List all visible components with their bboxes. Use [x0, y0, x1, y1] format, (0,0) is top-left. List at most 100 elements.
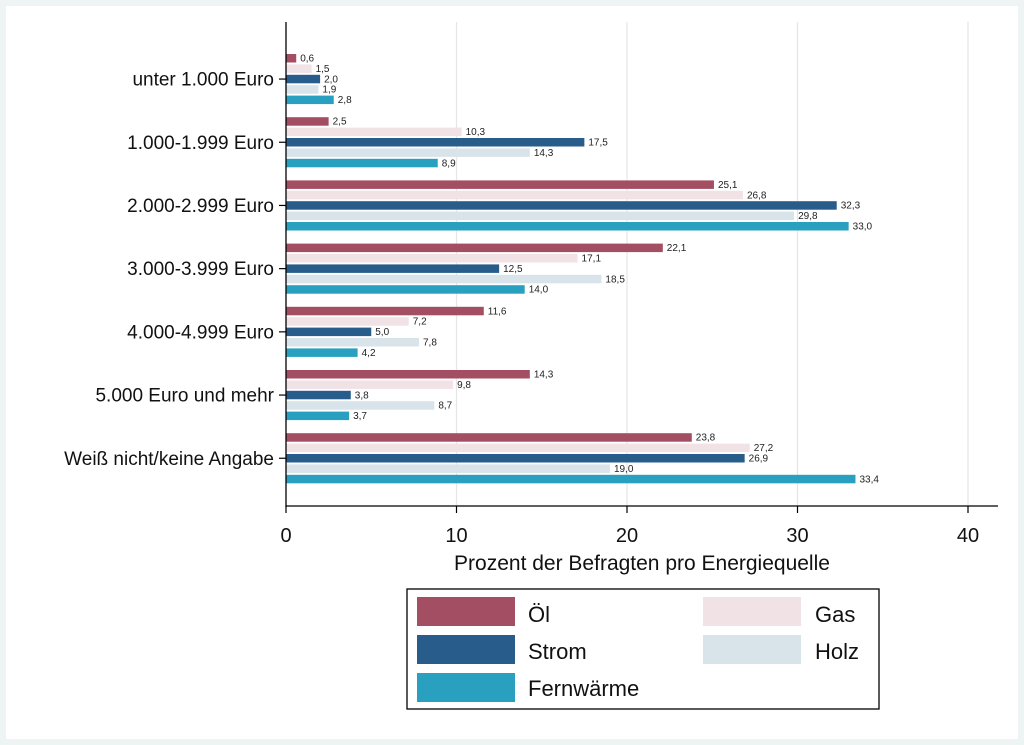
bar [286, 117, 329, 126]
data-label: 11,6 [488, 306, 507, 317]
legend-swatch [703, 635, 801, 664]
bar [286, 285, 525, 294]
legend-label: Holz [815, 639, 859, 664]
legend-label: Fernwärme [528, 676, 639, 701]
data-label: 9,8 [457, 380, 471, 391]
data-label: 14,3 [534, 148, 554, 159]
bar [286, 306, 484, 316]
bar [286, 222, 849, 231]
bar [286, 64, 312, 73]
category-label: unter 1.000 Euro [132, 70, 274, 91]
bar [286, 158, 438, 168]
legend: Öl Gas Strom Holz Fernwärme [406, 588, 880, 710]
bar [286, 317, 409, 326]
data-label: 1,5 [316, 64, 330, 75]
bar [286, 401, 435, 410]
bar [286, 211, 795, 221]
data-label: 33,4 [859, 474, 879, 485]
bar [286, 54, 297, 63]
data-label: 5,0 [375, 327, 389, 338]
bar [286, 348, 358, 357]
x-tick-label: 10 [445, 525, 467, 547]
data-label: 32,3 [841, 201, 861, 212]
bar [286, 454, 745, 463]
data-label: 2,0 [324, 74, 338, 85]
category-label: 5.000 Euro und mehr [95, 386, 274, 407]
value-labels: 0,61,52,01,92,8 2,5 10,3 17,5 14,3 8,9 25,1 26,… [300, 54, 879, 486]
data-label: 22,1 [667, 243, 687, 254]
gridlines [455, 22, 969, 506]
data-label: 18,5 [605, 274, 625, 285]
category-label: Weiß nicht/keine Angabe [64, 449, 274, 470]
bar [286, 127, 462, 137]
data-label: 29,8 [798, 211, 818, 222]
bar [286, 390, 351, 400]
data-label: 3,7 [353, 411, 367, 422]
x-tick-label: 30 [786, 525, 808, 547]
bar [286, 190, 743, 200]
data-label: 17,1 [582, 254, 602, 265]
bar [286, 180, 714, 189]
bars [286, 54, 856, 484]
bar [286, 433, 692, 442]
bar [286, 464, 610, 473]
bar [286, 474, 856, 484]
category-label: 4.000-4.999 Euro [127, 322, 274, 343]
bar [286, 254, 578, 263]
legend-swatch [417, 635, 515, 664]
data-label: 17,5 [588, 138, 608, 149]
data-label: 14,3 [534, 370, 554, 381]
legend-swatch [417, 597, 515, 626]
data-label: 0,6 [300, 54, 314, 65]
data-label: 7,2 [413, 317, 427, 328]
bar [286, 95, 334, 105]
data-label: 7,8 [423, 338, 437, 349]
data-label: 26,9 [749, 454, 769, 465]
data-label: 2,8 [338, 95, 352, 106]
data-label: 25,1 [718, 180, 738, 191]
bar [286, 74, 321, 84]
category-label: 3.000-3.999 Euro [127, 259, 274, 280]
bar [286, 411, 350, 421]
data-label: 33,0 [853, 222, 873, 233]
category-label: 2.000-2.999 Euro [127, 196, 274, 217]
bar [286, 264, 500, 273]
data-label: 26,8 [747, 190, 767, 201]
legend-label: Gas [815, 602, 855, 627]
x-ticks: 0 10 20 30 40 [280, 506, 979, 547]
bar [286, 370, 530, 379]
bar [286, 85, 319, 94]
data-label: 4,2 [362, 348, 376, 359]
data-label: 14,0 [529, 285, 549, 296]
data-label: 8,7 [438, 401, 452, 412]
legend-label: Öl [528, 602, 550, 627]
legend-label: Strom [528, 639, 587, 664]
legend-swatch [417, 673, 515, 702]
bar [286, 148, 530, 157]
data-label: 1,9 [322, 85, 336, 96]
bar [286, 243, 663, 253]
x-tick-label: 20 [616, 525, 638, 547]
category-label: 1.000-1.999 Euro [127, 133, 274, 154]
data-label: 12,5 [503, 264, 523, 275]
bar [286, 338, 419, 347]
bar [286, 443, 750, 453]
data-label: 8,9 [442, 158, 456, 169]
data-label: 10,3 [466, 127, 486, 138]
data-label: 23,8 [696, 433, 716, 444]
data-label: 19,0 [614, 464, 634, 475]
bar [286, 274, 602, 284]
data-label: 2,5 [333, 117, 347, 128]
category-labels: unter 1.000 Euro 1.000-1.999 Euro 2.000-2.… [64, 70, 286, 470]
bar [286, 380, 454, 389]
x-tick-label: 40 [957, 525, 979, 547]
data-label: 3,8 [355, 390, 369, 401]
bar [286, 138, 585, 147]
x-tick-label: 0 [280, 525, 291, 547]
bar [286, 327, 372, 337]
data-label: 27,2 [754, 443, 774, 454]
bar [286, 201, 837, 210]
axes [285, 22, 998, 507]
x-axis-title: Prozent der Befragten pro Energiequelle [454, 552, 830, 575]
